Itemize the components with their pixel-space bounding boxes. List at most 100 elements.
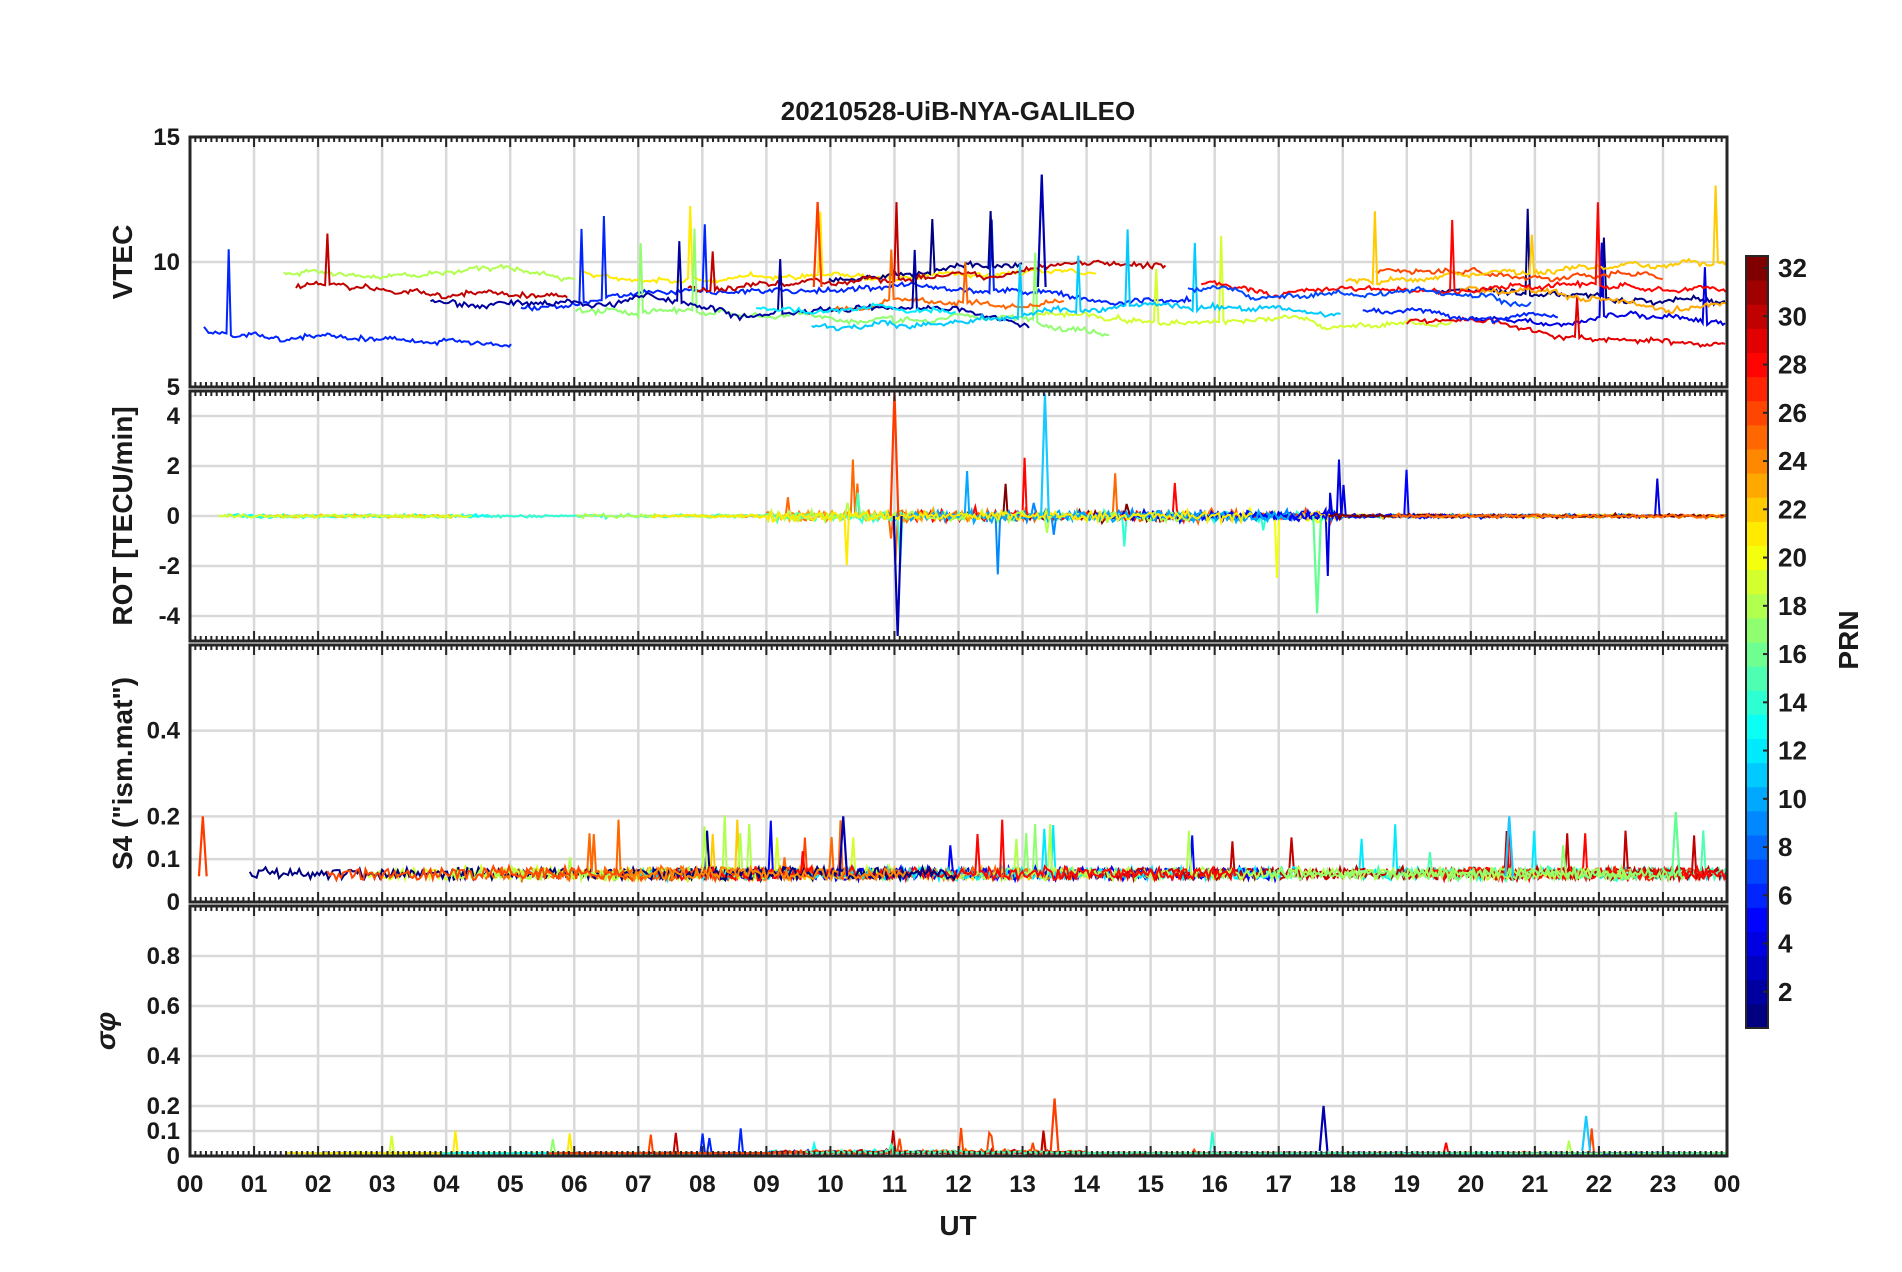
series-line: [687, 202, 1167, 294]
colorbar-segment: [1746, 473, 1768, 498]
colorbar-segment: [1746, 835, 1768, 860]
colorbar-segment: [1746, 400, 1768, 426]
y-axis-label: VTEC: [107, 225, 138, 300]
series-group: [197, 811, 1727, 884]
colorbar-tick-label: 6: [1778, 880, 1792, 910]
colorbar-segment: [1746, 424, 1768, 450]
series-group: [203, 174, 1727, 349]
colorbar-segment: [1746, 593, 1768, 619]
series-line: [1187, 285, 1532, 308]
spike-mark: [889, 391, 900, 517]
spike-mark: [1312, 515, 1323, 614]
colorbar-segment: [1746, 352, 1768, 378]
panel-1: 5 10 15 VTEC: [107, 124, 1729, 401]
y-tick-label: -4: [159, 603, 181, 630]
colorbar-segment: [1746, 690, 1768, 715]
colorbar-tick-label: 26: [1778, 398, 1807, 428]
colorbar-segment: [1746, 714, 1768, 739]
colorbar-tick-label: 4: [1778, 929, 1793, 959]
colorbar-segment: [1746, 979, 1768, 1005]
x-tick-label: 17: [1265, 1171, 1292, 1198]
spike-mark: [838, 816, 849, 877]
colorbar-segment: [1746, 859, 1768, 884]
y-tick-label: 10: [153, 249, 180, 276]
colorbar-segment: [1746, 1003, 1768, 1029]
series-line: [430, 241, 1030, 329]
series-line: [1391, 512, 1727, 520]
x-tick-label: 02: [305, 1171, 332, 1198]
series-line: [1061, 1131, 1347, 1155]
colorbar-segment: [1746, 617, 1768, 643]
x-axis-label: UT: [939, 1210, 976, 1241]
chart-title: 20210528-UiB-NYA-GALILEO: [781, 96, 1136, 126]
colorbar-segment: [1746, 521, 1768, 546]
x-tick-label: 08: [689, 1171, 716, 1198]
x-tick-label: 12: [945, 1171, 972, 1198]
panel-3: 0 0.1 0.2 0.4 S4 ("ism.mat"): [107, 643, 1729, 916]
series-line: [217, 512, 472, 520]
y-tick-label: 0.6: [147, 993, 180, 1020]
colorbar-frame: [1745, 255, 1769, 1029]
y-axis-label: σφ: [90, 1012, 121, 1050]
x-tick-label: 00: [177, 1171, 204, 1198]
colorbar-segment: [1746, 449, 1768, 474]
x-tick-label: 00: [1714, 1171, 1741, 1198]
series-line: [1027, 235, 1453, 331]
x-tick-label: 19: [1393, 1171, 1420, 1198]
x-tick-label: 04: [433, 1171, 460, 1198]
colorbar-segment: [1746, 280, 1768, 305]
y-axis-label: ROT [TECU/min]: [107, 406, 138, 625]
series-line: [284, 1130, 687, 1155]
colorbar-segment: [1746, 376, 1768, 402]
y-tick-label: 0.1: [147, 846, 180, 873]
colorbar-tick-label: 18: [1778, 591, 1807, 621]
y-tick-label: 4: [167, 403, 181, 430]
series-line: [1362, 306, 1559, 324]
series-line: [203, 249, 512, 348]
y-tick-label: 0.1: [147, 1118, 180, 1145]
x-tick-label: 01: [241, 1171, 268, 1198]
spike-mark: [1504, 816, 1515, 877]
series-line: [283, 263, 576, 283]
series-line: [1345, 185, 1727, 286]
y-tick-label: 0.4: [147, 1043, 181, 1070]
colorbar-tick-label: 12: [1778, 736, 1807, 766]
x-tick-label: 05: [497, 1171, 524, 1198]
colorbar-tick-label: 28: [1778, 350, 1807, 380]
colorbar-tick-label: 30: [1778, 301, 1807, 331]
y-tick-label: 0: [167, 889, 180, 916]
series-line: [651, 507, 1254, 565]
colorbar-label: PRN: [1833, 610, 1864, 669]
colorbar-segment: [1746, 786, 1768, 812]
panel-4: 00.10.2 0.4 0.6 0.8 σφ: [90, 904, 1729, 1170]
y-tick-label: 2: [167, 453, 180, 480]
spike-mark: [1036, 174, 1047, 288]
series-line: [317, 1135, 717, 1155]
colorbar-tick-label: 22: [1778, 494, 1807, 524]
y-axis-label: S4 ("ism.mat"): [107, 677, 138, 870]
y-tick-label: 5: [167, 374, 180, 401]
x-tick-label: 09: [753, 1171, 780, 1198]
series-line: [624, 864, 907, 883]
colorbar-segment: [1746, 931, 1768, 957]
y-tick-label: -2: [159, 553, 180, 580]
colorbar-tick-label: 20: [1778, 543, 1807, 573]
colorbar-segment: [1746, 907, 1768, 932]
x-tick-label: 03: [369, 1171, 396, 1198]
series-line: [574, 228, 1110, 338]
y-tick-label: 0: [167, 1143, 180, 1170]
spike-mark: [1581, 1115, 1592, 1152]
spike-mark: [812, 201, 823, 288]
series-line: [740, 459, 1242, 562]
spike-mark: [197, 816, 208, 877]
series-group: [217, 391, 1727, 637]
series-line: [1406, 296, 1726, 349]
x-tick-label: 22: [1586, 1171, 1613, 1198]
panel-2: -4 -2 0 2 4 ROT [TECU/min]: [107, 389, 1729, 643]
colorbar-segment: [1746, 304, 1768, 329]
colorbar-segment: [1746, 642, 1768, 667]
colorbar-segment: [1746, 497, 1768, 522]
series-line: [828, 249, 1064, 313]
colorbar-tick-label: 32: [1778, 253, 1807, 283]
y-tick-label: 0: [167, 503, 180, 530]
